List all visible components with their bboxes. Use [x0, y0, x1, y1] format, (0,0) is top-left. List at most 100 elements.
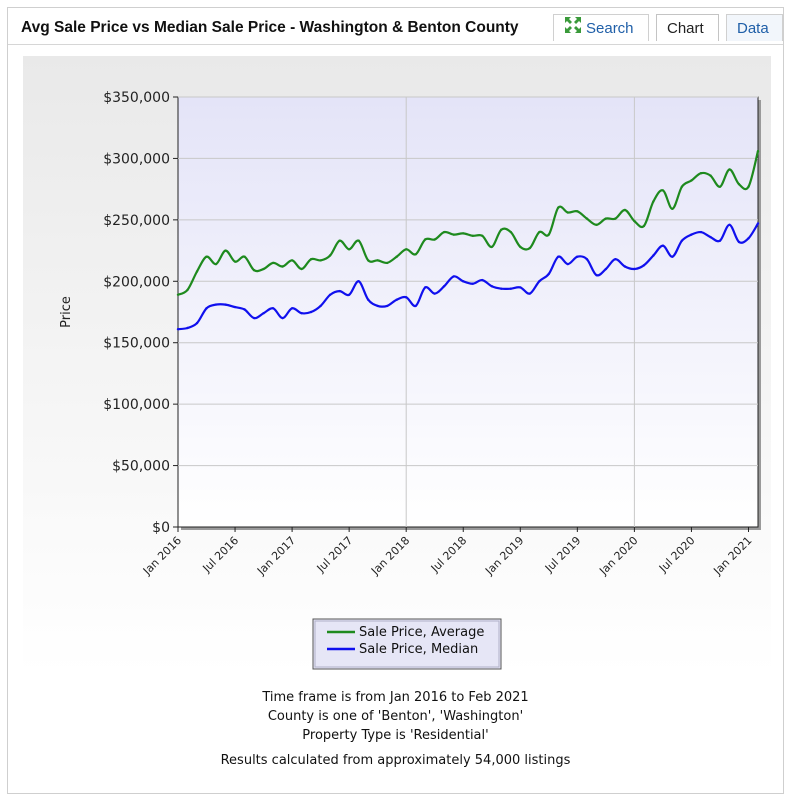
- line-chart: $0 $50,000 $100,000 $150,000 $200,000 $250,00…: [23, 56, 771, 674]
- data-point: [386, 261, 389, 265]
- data-point: [243, 255, 246, 258]
- footer-timeframe: Time frame is from Jan 2016 to Feb 2021: [262, 690, 529, 705]
- y-tick-label: $250,000: [103, 213, 170, 229]
- data-point: [633, 267, 636, 271]
- legend-label-median: Sale Price, Median: [359, 642, 478, 657]
- data-point: [661, 244, 665, 247]
- data-point: [328, 254, 332, 257]
- data-point: [690, 233, 693, 236]
- data-point: [652, 254, 655, 257]
- data-point: [224, 303, 227, 306]
- data-point: [338, 289, 341, 293]
- data-point: [395, 255, 398, 258]
- data-point: [195, 321, 199, 325]
- data-point: [680, 185, 684, 188]
- footer-property-type: Property Type is 'Residential': [302, 728, 489, 743]
- data-point: [424, 286, 427, 289]
- data-point: [718, 185, 722, 188]
- data-point: [642, 264, 646, 267]
- data-point: [690, 179, 693, 182]
- y-tick-label: $350,000: [103, 90, 170, 106]
- data-point: [405, 248, 408, 251]
- data-point: [680, 239, 684, 242]
- expand-arrows-icon: [564, 16, 582, 43]
- data-point: [728, 168, 731, 171]
- data-point: [233, 260, 237, 263]
- data-point: [290, 259, 294, 262]
- data-point: [576, 210, 579, 213]
- y-tick-label: $300,000: [103, 151, 170, 167]
- data-point: [500, 287, 503, 290]
- data-point: [319, 259, 322, 262]
- legend: Sale Price, Average Sale Price, Median: [312, 618, 502, 670]
- data-point: [737, 240, 741, 244]
- data-point: [214, 303, 218, 306]
- data-point: [271, 261, 275, 265]
- data-point: [614, 258, 617, 261]
- data-point: [604, 217, 608, 220]
- tab-data[interactable]: Data: [726, 14, 783, 41]
- data-point: [595, 273, 598, 277]
- data-point: [509, 287, 512, 290]
- data-point: [471, 234, 474, 237]
- data-point: [281, 265, 284, 268]
- data-point: [471, 282, 474, 285]
- data-point: [623, 265, 627, 268]
- data-point: [443, 230, 446, 234]
- data-point: [433, 238, 436, 241]
- y-tick-label: $0: [152, 520, 170, 536]
- data-point: [538, 280, 541, 283]
- data-point: [205, 255, 208, 258]
- data-point: [756, 149, 760, 153]
- panel-header: Avg Sale Price vs Median Sale Price - Wa…: [8, 8, 783, 45]
- data-point: [747, 237, 750, 240]
- data-point: [519, 245, 522, 249]
- data-point: [224, 249, 227, 252]
- data-point: [357, 239, 360, 242]
- data-point: [547, 272, 550, 276]
- data-point: [176, 328, 180, 331]
- tab-chart[interactable]: Chart: [656, 14, 719, 41]
- data-point: [481, 278, 484, 282]
- footer-listings-count: Results calculated from approximately 54…: [220, 753, 571, 768]
- tab-chart-label: Chart: [667, 20, 704, 37]
- data-point: [747, 185, 750, 188]
- chart-area: $0 $50,000 $100,000 $150,000 $200,000 $250,00…: [23, 56, 771, 674]
- data-point: [557, 255, 560, 258]
- data-point: [500, 228, 503, 231]
- data-point: [557, 206, 560, 209]
- data-point: [728, 223, 731, 226]
- footer-county: County is one of 'Benton', 'Washington': [267, 709, 524, 724]
- data-point: [737, 183, 741, 186]
- data-point: [367, 259, 370, 262]
- data-point: [414, 253, 417, 256]
- data-point: [433, 292, 436, 295]
- data-point: [481, 234, 484, 237]
- data-point: [186, 288, 189, 292]
- data-point: [547, 233, 550, 236]
- data-point: [756, 222, 760, 225]
- data-point: [652, 200, 655, 203]
- tab-data-label: Data: [737, 20, 769, 37]
- data-point: [376, 304, 379, 308]
- data-point: [595, 223, 598, 226]
- data-point: [233, 305, 237, 309]
- data-point: [271, 307, 275, 310]
- data-point: [699, 230, 703, 234]
- data-point: [243, 308, 246, 311]
- data-point: [566, 211, 569, 214]
- data-point: [633, 219, 636, 223]
- data-point: [195, 270, 199, 273]
- data-point: [614, 217, 617, 220]
- data-point: [357, 280, 360, 283]
- data-point: [414, 304, 417, 308]
- data-point: [262, 312, 265, 315]
- data-point: [718, 239, 722, 242]
- data-point: [176, 293, 180, 296]
- data-point: [347, 248, 351, 251]
- data-point: [186, 326, 189, 330]
- tab-search[interactable]: Search: [553, 14, 649, 41]
- data-point: [490, 245, 493, 249]
- y-tick-label: $100,000: [103, 397, 170, 413]
- data-point: [462, 232, 465, 235]
